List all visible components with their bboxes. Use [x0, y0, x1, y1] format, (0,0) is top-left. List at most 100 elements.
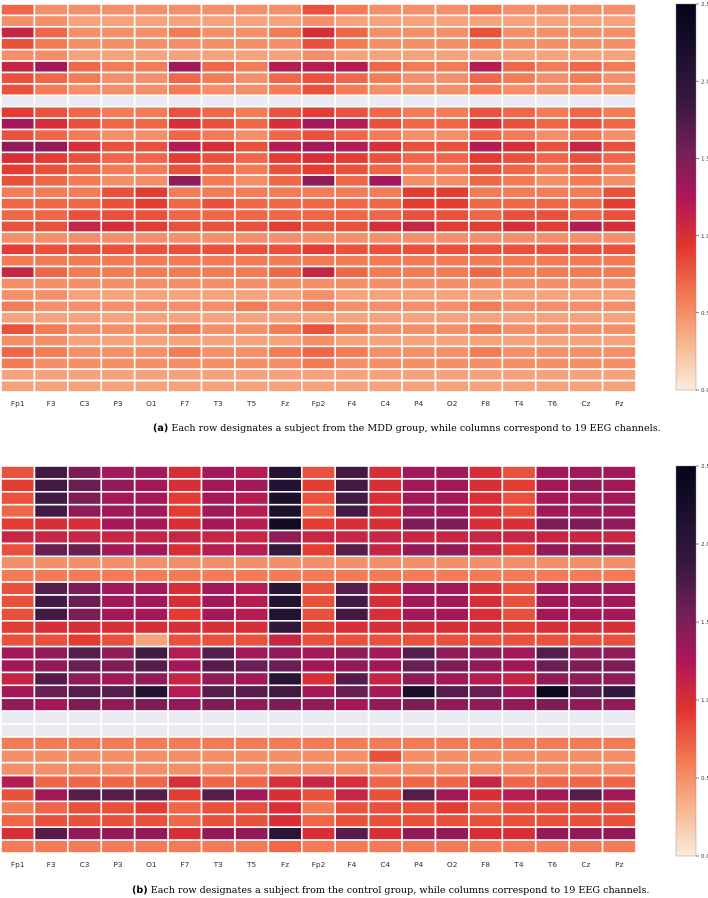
heatmap-cell — [434, 242, 470, 256]
heatmap-cell — [468, 14, 504, 28]
heatmap-cell — [568, 568, 604, 583]
heatmap-cell — [67, 465, 103, 480]
heatmap-cell — [100, 379, 136, 393]
column-label: Fp1 — [11, 399, 25, 408]
column-label: Cz — [581, 860, 590, 869]
heatmap-cell — [468, 619, 504, 635]
heatmap-cell — [0, 761, 36, 777]
heatmap-cell — [67, 83, 103, 97]
heatmap-cell — [334, 774, 370, 790]
heatmap-cell — [501, 242, 537, 256]
heatmap-cell — [200, 322, 236, 336]
heatmap-cell — [133, 379, 169, 393]
heatmap-cell — [434, 334, 470, 348]
heatmap-cell — [568, 322, 604, 336]
heatmap-cell — [200, 162, 236, 176]
heatmap-cell — [468, 151, 504, 165]
heatmap-cell — [534, 14, 570, 28]
heatmap-cell — [100, 299, 136, 313]
heatmap-cell — [133, 288, 169, 302]
heatmap-cell — [167, 516, 203, 532]
heatmap-cell — [133, 26, 169, 40]
heatmap-cell — [300, 619, 337, 635]
colorbar-tick-label: 1.5 — [701, 157, 708, 163]
heatmap-cell — [133, 140, 169, 154]
heatmap-cell — [67, 311, 103, 325]
heatmap-cell — [234, 684, 270, 699]
heatmap-cell — [401, 723, 437, 738]
heatmap-cell — [234, 516, 270, 532]
heatmap-cell — [200, 761, 236, 777]
heatmap-cell — [601, 632, 637, 648]
heatmap-cell — [501, 185, 537, 199]
heatmap-cell — [367, 503, 403, 519]
heatmap-cell — [334, 555, 370, 570]
heatmap-cell — [234, 503, 270, 519]
heatmap-cell — [300, 632, 337, 648]
heatmap-cell — [534, 174, 570, 188]
heatmap-cell — [401, 311, 437, 325]
heatmap-cell — [133, 800, 169, 816]
heatmap-cell — [568, 748, 604, 764]
heatmap-cell — [367, 311, 403, 325]
heatmap-cell — [167, 697, 203, 712]
heatmap-cell — [334, 277, 370, 291]
heatmap-cell — [334, 334, 370, 348]
heatmap-cell — [100, 48, 136, 62]
heatmap-cell — [300, 478, 337, 493]
heatmap-cell — [33, 334, 69, 348]
heatmap-cell — [501, 288, 537, 302]
heatmap-cell — [0, 299, 36, 313]
heatmap-cell — [300, 555, 337, 570]
heatmap-cell — [133, 174, 169, 188]
heatmap-cell — [434, 174, 470, 188]
heatmap-cell — [568, 37, 604, 51]
heatmap-cell — [434, 542, 470, 558]
heatmap-cell — [434, 529, 470, 545]
heatmap-cell — [234, 813, 270, 828]
heatmap-cell — [367, 787, 403, 803]
heatmap-cell — [401, 787, 437, 803]
colorbar-tick-label: 1.0 — [701, 698, 708, 704]
heatmap-cell — [0, 594, 36, 609]
heatmap-cell — [267, 529, 303, 545]
heatmap-cell — [200, 490, 236, 506]
heatmap-cell — [434, 140, 470, 154]
heatmap-cell — [601, 516, 637, 532]
heatmap-cell — [534, 671, 570, 687]
heatmap-cell — [434, 151, 470, 165]
heatmap-cell — [200, 174, 236, 188]
heatmap-cell — [334, 568, 370, 583]
heatmap-cell — [300, 516, 337, 532]
heatmap-cell — [300, 265, 337, 279]
heatmap-cell — [0, 334, 36, 348]
heatmap-cell — [568, 632, 604, 648]
heatmap-cell — [267, 277, 303, 291]
heatmap-cell — [601, 490, 637, 506]
heatmap-cell — [501, 568, 537, 583]
heatmap-cell — [501, 140, 537, 154]
heatmap-cell — [200, 94, 236, 108]
heatmap-cell — [100, 105, 136, 119]
heatmap-cell — [300, 723, 337, 738]
heatmap-cell — [367, 516, 403, 532]
heatmap-cell — [434, 478, 470, 493]
heatmap-cell — [200, 826, 236, 841]
heatmap-cell — [468, 288, 504, 302]
heatmap-cell — [33, 658, 69, 674]
heatmap-cell — [534, 299, 570, 313]
heatmap-cell — [434, 299, 470, 313]
heatmap-cell — [367, 619, 403, 635]
heatmap-cell — [200, 529, 236, 545]
heatmap-cell — [568, 671, 604, 687]
heatmap-cell — [601, 684, 637, 699]
heatmap-cell — [568, 368, 604, 382]
heatmap-cell — [568, 185, 604, 199]
heatmap-cell — [434, 231, 470, 245]
heatmap-cell — [167, 60, 203, 74]
heatmap-cell — [401, 334, 437, 348]
heatmap-cell — [434, 632, 470, 648]
heatmap-cell — [367, 128, 403, 142]
heatmap-cell — [568, 265, 604, 279]
heatmap-cell — [200, 105, 236, 119]
